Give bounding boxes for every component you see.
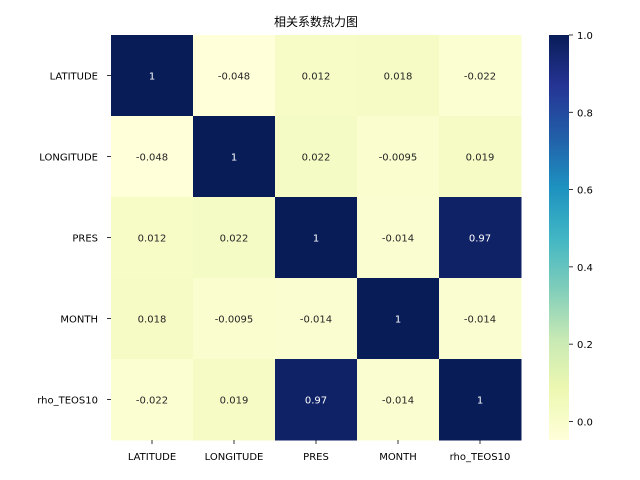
cell-value-label: -0.022	[136, 396, 168, 407]
x-tick-label: MONTH	[379, 452, 417, 463]
heatmap-cell	[275, 35, 358, 117]
heatmap-cell	[193, 278, 276, 360]
heatmap-cell	[193, 116, 276, 198]
x-tick-label: rho_TEOS10	[450, 452, 511, 463]
heatmap-cell	[275, 197, 358, 279]
heatmap-cell	[439, 359, 522, 441]
chart-title: 相关系数热力图	[274, 14, 358, 29]
colorbar-tick-label: 0.8	[577, 108, 593, 119]
colorbar-tick-label: 1.0	[577, 31, 593, 42]
y-axis: LATITUDE LONGITUDE PRES MONTH rho_TEOS10	[37, 72, 111, 407]
cell-value-label: 1	[477, 396, 483, 407]
heatmap-cell	[111, 197, 194, 279]
heatmap-cell	[357, 197, 440, 279]
cell-value-label: -0.014	[382, 234, 414, 245]
cell-value-label: 0.019	[220, 396, 249, 407]
cell-value-label: 0.022	[220, 234, 249, 245]
cell-value-label: 0.019	[466, 153, 495, 164]
heatmap-cell	[275, 116, 358, 198]
heatmap-cell	[357, 116, 440, 198]
heatmap-cell	[357, 278, 440, 360]
heatmap-cells: 1 -0.048 0.012 0.018 -0.022 -0.048 1 0.022 -0.00…	[111, 35, 522, 441]
cell-value-label: 1	[149, 72, 155, 83]
cell-value-label: 0.022	[302, 153, 331, 164]
y-tick-label: MONTH	[60, 315, 98, 326]
y-tick-label: PRES	[72, 234, 98, 245]
heatmap-cell	[111, 35, 194, 117]
cell-value-label: 0.97	[305, 396, 327, 407]
heatmap-cell	[111, 278, 194, 360]
heatmap-cell	[193, 197, 276, 279]
cell-value-label: 0.012	[138, 234, 167, 245]
x-axis: LATITUDE LONGITUDE PRES MONTH rho_TEOS10	[128, 440, 511, 463]
y-tick-label: LATITUDE	[50, 72, 98, 83]
colorbar	[549, 35, 569, 440]
y-tick-label: LONGITUDE	[39, 153, 98, 164]
cell-value-label: 1	[313, 234, 319, 245]
cell-value-label: -0.0095	[215, 315, 254, 326]
cell-value-label: 0.012	[302, 72, 331, 83]
cell-value-label: -0.014	[300, 315, 332, 326]
heatmap-cell	[275, 278, 358, 360]
heatmap-cell	[439, 278, 522, 360]
cell-value-label: -0.048	[136, 153, 168, 164]
heatmap-cell	[357, 359, 440, 441]
x-tick-label: PRES	[303, 452, 329, 463]
heatmap-cell	[439, 197, 522, 279]
heatmap-cell	[439, 35, 522, 117]
cell-value-label: -0.014	[382, 396, 414, 407]
colorbar-tick-label: 0.4	[577, 263, 593, 274]
x-tick-label: LONGITUDE	[205, 452, 264, 463]
heatmap-cell	[439, 116, 522, 198]
colorbar-tick-label: 0.6	[577, 186, 593, 197]
cell-value-label: 0.018	[138, 315, 167, 326]
cell-value-label: -0.022	[464, 72, 496, 83]
heatmap-cell	[357, 35, 440, 117]
heatmap-cell	[193, 35, 276, 117]
cell-value-label: 0.97	[469, 234, 491, 245]
y-tick-label: rho_TEOS10	[37, 396, 98, 407]
cell-value-label: 0.018	[384, 72, 413, 83]
cell-value-label: 1	[395, 315, 401, 326]
x-tick-label: LATITUDE	[128, 452, 176, 463]
heatmap-cell	[111, 116, 194, 198]
cell-value-label: -0.0095	[379, 153, 418, 164]
heatmap-cell	[275, 359, 358, 441]
heatmap-cell	[111, 359, 194, 441]
cell-value-label: 1	[231, 153, 237, 164]
colorbar-tick-label: 0.0	[577, 417, 593, 428]
colorbar-tick-label: 0.2	[577, 340, 593, 351]
heatmap-cell	[193, 359, 276, 441]
colorbar-axis: 0.0 0.2 0.4 0.6 0.8 1.0	[569, 31, 593, 428]
cell-value-label: -0.048	[218, 72, 250, 83]
cell-value-label: -0.014	[464, 315, 496, 326]
